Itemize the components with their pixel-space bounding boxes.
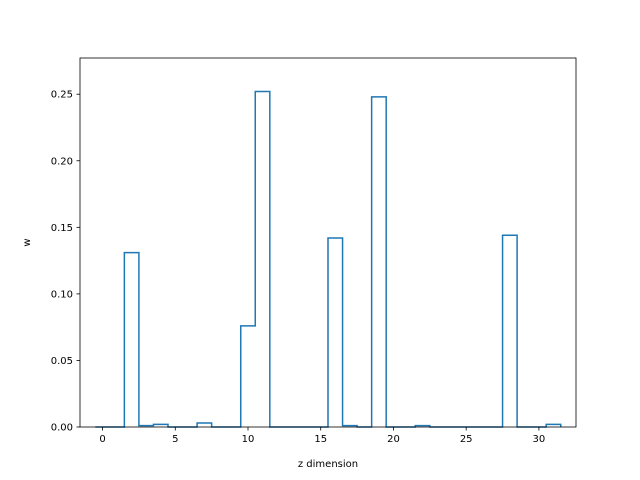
y-tick-label: 0.15 [51, 223, 73, 234]
y-tick-label: 0.25 [51, 90, 73, 101]
y-tick-label: 0.10 [51, 289, 73, 300]
x-tick-label: 15 [314, 434, 327, 445]
x-tick-label: 0 [99, 434, 105, 445]
x-tick-label: 10 [242, 434, 255, 445]
y-tick-label: 0.20 [51, 156, 73, 167]
x-tick-label: 20 [387, 434, 400, 445]
y-axis-label: w [22, 238, 33, 246]
x-tick-label: 25 [460, 434, 473, 445]
x-tick-label: 30 [533, 434, 546, 445]
y-tick-label: 0.05 [51, 356, 73, 367]
y-tick-label: 0.00 [51, 423, 73, 434]
x-axis-label: z dimension [298, 459, 358, 470]
x-tick-label: 5 [172, 434, 178, 445]
